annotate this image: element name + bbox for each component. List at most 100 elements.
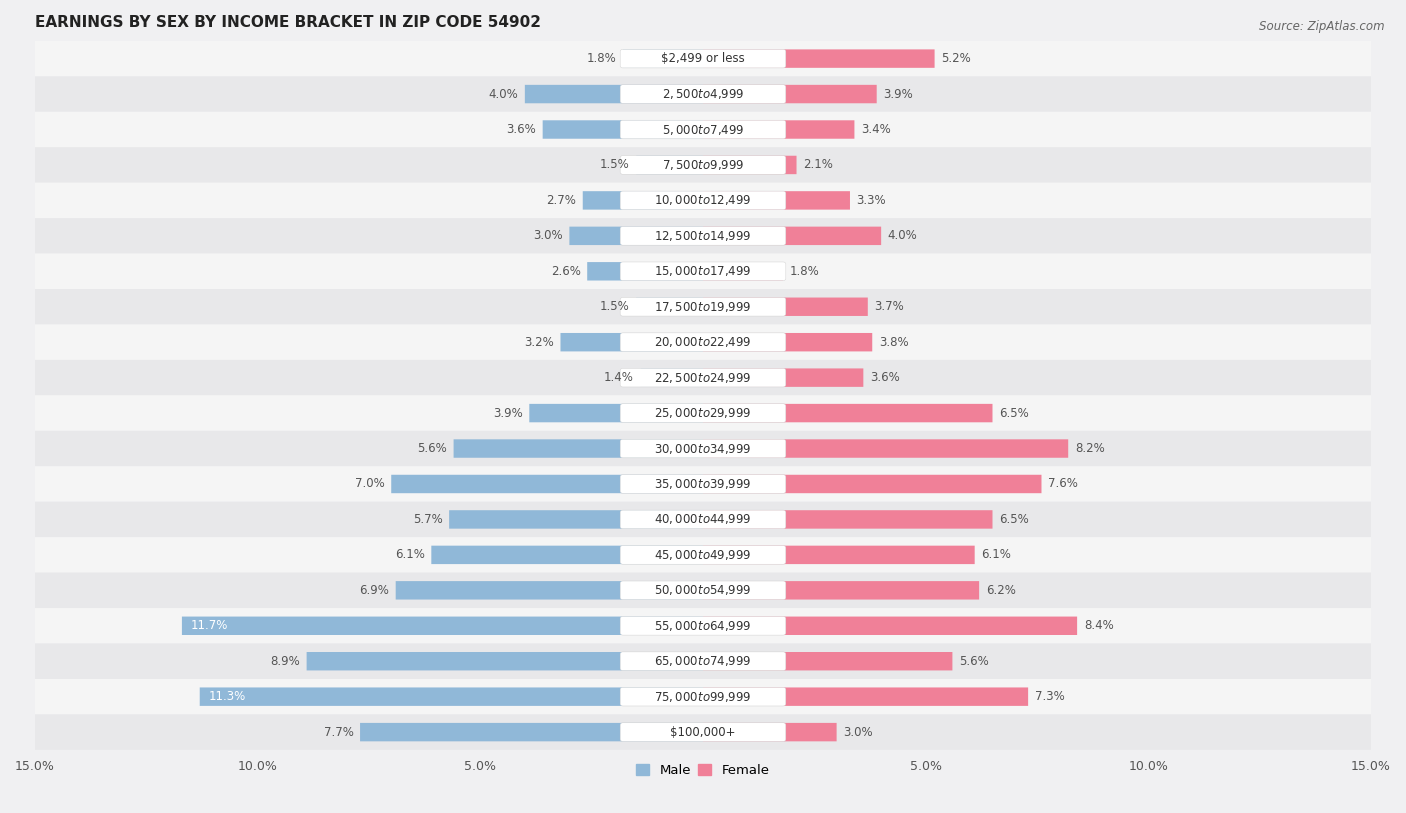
Text: $15,000 to $17,499: $15,000 to $17,499 bbox=[654, 264, 752, 278]
Text: $17,500 to $19,999: $17,500 to $19,999 bbox=[654, 300, 752, 314]
FancyBboxPatch shape bbox=[703, 439, 1069, 458]
Text: 1.8%: 1.8% bbox=[790, 265, 820, 278]
FancyBboxPatch shape bbox=[703, 50, 935, 67]
Text: 3.6%: 3.6% bbox=[870, 372, 900, 384]
FancyBboxPatch shape bbox=[620, 616, 786, 635]
Text: 3.4%: 3.4% bbox=[860, 123, 891, 136]
FancyBboxPatch shape bbox=[35, 147, 1371, 183]
FancyBboxPatch shape bbox=[620, 191, 786, 210]
Text: 1.8%: 1.8% bbox=[586, 52, 616, 65]
Text: 7.3%: 7.3% bbox=[1035, 690, 1064, 703]
FancyBboxPatch shape bbox=[636, 156, 703, 174]
FancyBboxPatch shape bbox=[703, 652, 952, 671]
FancyBboxPatch shape bbox=[620, 404, 786, 423]
Text: 3.0%: 3.0% bbox=[533, 229, 562, 242]
FancyBboxPatch shape bbox=[620, 85, 786, 103]
FancyBboxPatch shape bbox=[623, 50, 703, 67]
Text: 5.2%: 5.2% bbox=[941, 52, 972, 65]
FancyBboxPatch shape bbox=[703, 581, 979, 599]
FancyBboxPatch shape bbox=[35, 608, 1371, 644]
Text: 6.1%: 6.1% bbox=[395, 549, 425, 562]
FancyBboxPatch shape bbox=[703, 120, 855, 139]
FancyBboxPatch shape bbox=[703, 333, 872, 351]
Text: 7.7%: 7.7% bbox=[323, 726, 353, 739]
FancyBboxPatch shape bbox=[703, 723, 837, 741]
FancyBboxPatch shape bbox=[620, 368, 786, 387]
FancyBboxPatch shape bbox=[35, 324, 1371, 360]
Text: 1.5%: 1.5% bbox=[600, 159, 630, 172]
Text: 8.9%: 8.9% bbox=[270, 654, 299, 667]
FancyBboxPatch shape bbox=[620, 50, 786, 68]
Text: 1.5%: 1.5% bbox=[600, 300, 630, 313]
Text: $50,000 to $54,999: $50,000 to $54,999 bbox=[654, 583, 752, 598]
FancyBboxPatch shape bbox=[35, 111, 1371, 147]
FancyBboxPatch shape bbox=[35, 644, 1371, 679]
FancyBboxPatch shape bbox=[35, 431, 1371, 467]
Text: 3.9%: 3.9% bbox=[494, 406, 523, 420]
FancyBboxPatch shape bbox=[35, 502, 1371, 537]
FancyBboxPatch shape bbox=[588, 262, 703, 280]
FancyBboxPatch shape bbox=[35, 254, 1371, 289]
FancyBboxPatch shape bbox=[620, 120, 786, 139]
Text: 3.3%: 3.3% bbox=[856, 194, 886, 207]
Text: 6.2%: 6.2% bbox=[986, 584, 1015, 597]
Text: $2,499 or less: $2,499 or less bbox=[661, 52, 745, 65]
FancyBboxPatch shape bbox=[529, 404, 703, 422]
FancyBboxPatch shape bbox=[35, 41, 1371, 76]
Text: 7.6%: 7.6% bbox=[1047, 477, 1078, 490]
Text: 4.0%: 4.0% bbox=[887, 229, 918, 242]
Text: 11.7%: 11.7% bbox=[191, 620, 228, 633]
FancyBboxPatch shape bbox=[35, 218, 1371, 254]
Text: 6.5%: 6.5% bbox=[1000, 513, 1029, 526]
Text: 5.6%: 5.6% bbox=[959, 654, 988, 667]
FancyBboxPatch shape bbox=[703, 546, 974, 564]
FancyBboxPatch shape bbox=[181, 616, 703, 635]
FancyBboxPatch shape bbox=[620, 262, 786, 280]
FancyBboxPatch shape bbox=[582, 191, 703, 210]
Text: 8.2%: 8.2% bbox=[1076, 442, 1105, 455]
Text: $40,000 to $44,999: $40,000 to $44,999 bbox=[654, 512, 752, 527]
FancyBboxPatch shape bbox=[620, 298, 786, 316]
Text: 6.5%: 6.5% bbox=[1000, 406, 1029, 420]
Text: 2.1%: 2.1% bbox=[803, 159, 834, 172]
Text: $22,500 to $24,999: $22,500 to $24,999 bbox=[654, 371, 752, 385]
FancyBboxPatch shape bbox=[636, 298, 703, 316]
Text: Source: ZipAtlas.com: Source: ZipAtlas.com bbox=[1260, 20, 1385, 33]
Text: 3.7%: 3.7% bbox=[875, 300, 904, 313]
FancyBboxPatch shape bbox=[200, 688, 703, 706]
FancyBboxPatch shape bbox=[620, 687, 786, 706]
Text: 5.6%: 5.6% bbox=[418, 442, 447, 455]
FancyBboxPatch shape bbox=[641, 368, 703, 387]
Text: 4.0%: 4.0% bbox=[488, 88, 519, 101]
Text: 6.9%: 6.9% bbox=[359, 584, 389, 597]
FancyBboxPatch shape bbox=[524, 85, 703, 103]
Text: EARNINGS BY SEX BY INCOME BRACKET IN ZIP CODE 54902: EARNINGS BY SEX BY INCOME BRACKET IN ZIP… bbox=[35, 15, 541, 30]
FancyBboxPatch shape bbox=[620, 510, 786, 528]
Text: $65,000 to $74,999: $65,000 to $74,999 bbox=[654, 654, 752, 668]
Text: $10,000 to $12,499: $10,000 to $12,499 bbox=[654, 193, 752, 207]
Text: 8.4%: 8.4% bbox=[1084, 620, 1114, 633]
FancyBboxPatch shape bbox=[703, 511, 993, 528]
Text: $75,000 to $99,999: $75,000 to $99,999 bbox=[654, 689, 752, 704]
FancyBboxPatch shape bbox=[395, 581, 703, 599]
FancyBboxPatch shape bbox=[620, 439, 786, 458]
Text: 6.1%: 6.1% bbox=[981, 549, 1011, 562]
FancyBboxPatch shape bbox=[307, 652, 703, 671]
Text: 2.7%: 2.7% bbox=[546, 194, 576, 207]
Text: $20,000 to $22,499: $20,000 to $22,499 bbox=[654, 335, 752, 350]
FancyBboxPatch shape bbox=[35, 572, 1371, 608]
Text: $30,000 to $34,999: $30,000 to $34,999 bbox=[654, 441, 752, 455]
Text: $5,000 to $7,499: $5,000 to $7,499 bbox=[662, 123, 744, 137]
FancyBboxPatch shape bbox=[569, 227, 703, 245]
Text: $2,500 to $4,999: $2,500 to $4,999 bbox=[662, 87, 744, 101]
FancyBboxPatch shape bbox=[703, 262, 783, 280]
Text: 11.3%: 11.3% bbox=[208, 690, 246, 703]
FancyBboxPatch shape bbox=[35, 76, 1371, 111]
FancyBboxPatch shape bbox=[703, 227, 882, 245]
Text: $35,000 to $39,999: $35,000 to $39,999 bbox=[654, 477, 752, 491]
FancyBboxPatch shape bbox=[620, 546, 786, 564]
Text: 1.4%: 1.4% bbox=[605, 372, 634, 384]
Text: $12,500 to $14,999: $12,500 to $14,999 bbox=[654, 228, 752, 243]
FancyBboxPatch shape bbox=[703, 616, 1077, 635]
FancyBboxPatch shape bbox=[35, 679, 1371, 715]
